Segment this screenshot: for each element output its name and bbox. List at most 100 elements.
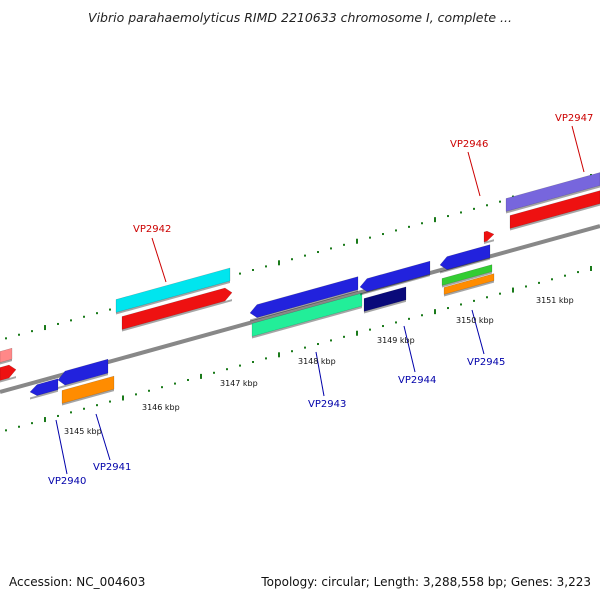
minor-tick: [551, 278, 553, 281]
minor-tick: [239, 364, 241, 367]
feature-shadow: [30, 389, 58, 400]
map-title: Vibrio parahaemolyticus RIMD 2210633 chr…: [88, 10, 512, 25]
minor-tick: [538, 281, 540, 284]
feature-vp2940-gene[interactable]: [29, 378, 59, 396]
gene-label-vp2947[interactable]: VP2947: [555, 113, 593, 124]
feature-shadow: [250, 289, 358, 322]
minor-tick: [382, 325, 384, 328]
gene-labels: VP2940 VP2941 VP2942 VP2943 VP2944 VP294…: [48, 113, 593, 487]
feature-vp2943-gene[interactable]: [249, 276, 359, 318]
gene-label-vp2944[interactable]: VP2944: [398, 375, 436, 386]
minor-tick: [96, 312, 98, 315]
feature-shadow: [0, 359, 12, 365]
minor-tick: [291, 350, 293, 353]
feature-shadow: [58, 373, 108, 389]
major-tick: [512, 287, 514, 293]
minor-tick: [5, 337, 7, 340]
minor-tick: [265, 357, 267, 360]
feature-vp2944-gene[interactable]: [359, 260, 431, 292]
feature-vp2947-cds[interactable]: [509, 190, 600, 229]
minor-tick: [369, 236, 371, 239]
pointer-line-vp2942: [151, 237, 167, 283]
feature-vp2941-gene[interactable]: [57, 358, 109, 386]
feature-vp2943-cds[interactable]: [251, 292, 363, 337]
scale-label-3145: 3145 kbp: [64, 427, 102, 436]
minor-tick: [252, 269, 254, 272]
minor-tick: [57, 414, 59, 417]
gene-label-vp2940[interactable]: VP2940: [48, 476, 86, 487]
reverse-tick-track: [5, 265, 592, 432]
minor-tick: [5, 429, 7, 432]
feature-vp2945-gene[interactable]: [439, 244, 491, 270]
major-tick: [44, 325, 46, 331]
feature-vp2942-cds[interactable]: [121, 287, 233, 330]
minor-tick: [473, 299, 475, 302]
feature-vp2946-cds[interactable]: [483, 230, 495, 243]
scale-label-3146: 3146 kbp: [142, 403, 180, 412]
feature-vp2947-gene[interactable]: [505, 172, 600, 212]
minor-tick: [18, 425, 20, 428]
feature-vp2941-cds[interactable]: [61, 375, 115, 404]
minor-tick: [109, 308, 111, 311]
minor-tick: [408, 317, 410, 320]
minor-tick: [564, 274, 566, 277]
gene-label-vp2942[interactable]: VP2942: [133, 224, 171, 235]
feature-shadow: [252, 306, 362, 339]
minor-tick: [239, 272, 241, 275]
major-tick: [122, 395, 124, 401]
minor-tick: [265, 265, 267, 268]
minor-tick: [421, 222, 423, 225]
major-tick: [278, 260, 280, 266]
feature-vp2945-cds-a[interactable]: [441, 264, 493, 286]
minor-tick: [369, 328, 371, 331]
minor-tick: [343, 243, 345, 246]
minor-tick: [330, 339, 332, 342]
feature-left-cds[interactable]: [0, 364, 17, 381]
gene-label-vp2946[interactable]: VP2946: [450, 139, 488, 150]
feature-shadow: [122, 299, 232, 332]
minor-tick: [148, 389, 150, 392]
minor-tick: [499, 292, 501, 295]
scale-labels: 3145 kbp 3146 kbp 3147 kbp 3148 kbp 3149…: [64, 296, 574, 436]
feature-shadow: [364, 299, 406, 314]
minor-tick: [304, 254, 306, 257]
minor-tick: [408, 225, 410, 228]
minor-tick: [317, 343, 319, 346]
minor-tick: [226, 368, 228, 371]
feature-vp2944-cds[interactable]: [363, 286, 407, 312]
pointer-line-vp2943: [315, 351, 325, 397]
feature-shadow: [62, 389, 114, 406]
minor-tick: [330, 247, 332, 250]
pointer-line-vp2944: [403, 325, 416, 373]
major-tick: [434, 309, 436, 315]
gene-label-vp2941[interactable]: VP2941: [93, 462, 131, 473]
gene-label-vp2943[interactable]: VP2943: [308, 399, 346, 410]
feature-vp2945-cds-b[interactable]: [443, 273, 495, 295]
minor-tick: [421, 314, 423, 317]
major-tick: [590, 265, 592, 271]
minor-tick: [174, 382, 176, 385]
major-tick: [356, 330, 358, 336]
minor-tick: [460, 211, 462, 214]
minor-tick: [395, 321, 397, 324]
minor-tick: [83, 315, 85, 318]
minor-tick: [252, 361, 254, 364]
feature-shadow: [442, 271, 492, 288]
pointer-line-vp2946: [467, 151, 481, 197]
pointer-line-vp2940: [55, 419, 68, 475]
gene-label-vp2945[interactable]: VP2945: [467, 357, 505, 368]
minor-tick: [57, 322, 59, 325]
feature-shadow: [0, 376, 16, 383]
minor-tick: [161, 386, 163, 389]
minor-tick: [304, 346, 306, 349]
feature-shadow: [444, 280, 494, 297]
accession-text: Accession: NC_004603: [9, 575, 146, 589]
major-tick: [278, 352, 280, 358]
feature-shadow: [484, 239, 494, 244]
feature-vp2942-gene[interactable]: [115, 267, 231, 313]
feature-left-gene[interactable]: [0, 347, 13, 363]
scale-label-3148: 3148 kbp: [298, 357, 336, 366]
minor-tick: [486, 296, 488, 299]
